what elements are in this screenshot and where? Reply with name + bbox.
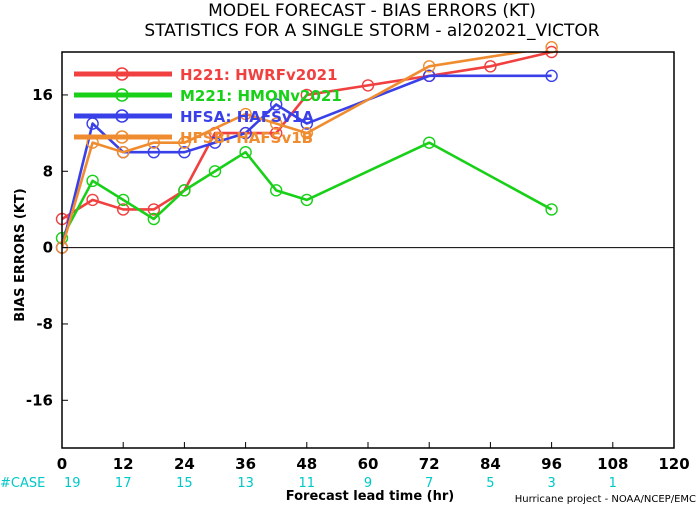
data-point — [116, 193, 130, 207]
x-tick-label: 120 — [658, 455, 689, 473]
x-tick-label: 48 — [296, 455, 317, 473]
data-point — [484, 60, 497, 73]
data-point — [270, 184, 283, 197]
legend-label: HFSB: HAFSv1B — [180, 129, 313, 147]
case-count: 19 — [64, 476, 81, 491]
case-row-label: #CASE — [0, 476, 45, 491]
legend-marker — [115, 130, 129, 144]
data-point — [545, 203, 558, 216]
data-point — [239, 145, 252, 159]
legend-entry-3: HFSA: HAFSv1A — [74, 108, 314, 126]
data-point — [208, 165, 222, 178]
data-point — [300, 88, 313, 102]
axis-ticks: 0 12 24 36 48 60 72 84 96 108 120 -16 -8 0 8 16 — [26, 86, 690, 473]
legend-entry-4: HFSB: HAFSv1B — [74, 129, 313, 147]
data-point — [208, 136, 222, 149]
legend: H221: HWRFv2021 M221: HMONv2021 HFSA: HAFS… — [74, 66, 342, 147]
legend-marker — [115, 109, 129, 123]
y-tick-label: 0 — [43, 239, 53, 257]
data-point — [147, 203, 161, 216]
series-line — [62, 74, 552, 248]
credit-text: Hurricane project - NOAA/NCEP/EMC — [515, 494, 696, 505]
data-point — [147, 212, 161, 226]
data-point — [300, 117, 313, 130]
data-point — [116, 203, 130, 216]
case-count: 3 — [547, 476, 555, 491]
legend-label: H221: HWRFv2021 — [180, 66, 338, 84]
series-layer — [55, 41, 558, 254]
x-tick-label: 108 — [597, 455, 628, 473]
data-point — [178, 136, 191, 149]
chart-title-line2: STATISTICS FOR A SINGLE STORM - al202021… — [144, 21, 599, 41]
case-count: 15 — [176, 476, 193, 491]
y-tick-label: -8 — [36, 315, 53, 333]
data-point — [147, 145, 161, 159]
data-point — [423, 60, 436, 73]
y-tick-label: -16 — [26, 391, 53, 409]
x-tick-label: 60 — [358, 455, 379, 473]
data-point — [239, 126, 252, 140]
data-point — [545, 69, 558, 83]
legend-marker — [115, 88, 129, 102]
data-point — [86, 193, 99, 207]
case-count: 1 — [609, 476, 617, 491]
data-point — [86, 174, 99, 188]
x-tick-label: 24 — [174, 455, 195, 473]
case-count: 11 — [299, 476, 316, 491]
x-tick-label: 72 — [419, 455, 440, 473]
data-point — [423, 69, 436, 83]
data-point — [361, 79, 375, 92]
legend-marker — [115, 67, 129, 81]
case-count: 17 — [115, 476, 132, 491]
data-point — [178, 184, 191, 197]
legend-entry-1: H221: HWRFv2021 — [74, 66, 338, 84]
y-tick-label: 8 — [43, 162, 53, 180]
legend-label: M221: HMONv2021 — [180, 87, 342, 105]
series-line — [62, 141, 553, 239]
chart-title-line1: MODEL FORECAST - BIAS ERRORS (KT) — [208, 1, 536, 21]
series-line — [62, 52, 530, 248]
y-axis-label: BIAS ERRORS (KT) — [13, 188, 28, 321]
case-count-row: #CASE 19 17 15 13 11 9 7 5 3 1 — [0, 476, 617, 491]
series-2 — [55, 136, 558, 245]
y-tick-label: 16 — [32, 86, 53, 104]
case-count: 5 — [486, 476, 494, 491]
x-tick-label: 96 — [541, 455, 562, 473]
data-point — [270, 117, 283, 130]
data-point — [178, 145, 191, 159]
case-count: 7 — [425, 476, 433, 491]
data-point — [423, 136, 436, 149]
x-axis-label: Forecast lead time (hr) — [286, 489, 454, 504]
data-point — [270, 126, 283, 140]
case-count: 9 — [364, 476, 372, 491]
case-count: 13 — [237, 476, 254, 491]
legend-entry-2: M221: HMONv2021 — [74, 87, 342, 105]
data-point — [300, 193, 313, 207]
x-tick-label: 84 — [480, 455, 501, 473]
x-tick-label: 12 — [113, 455, 134, 473]
x-tick-label: 0 — [57, 455, 67, 473]
data-point — [116, 145, 130, 159]
data-point — [300, 126, 313, 140]
data-point — [239, 107, 252, 121]
x-tick-label: 36 — [235, 455, 256, 473]
legend-label: HFSA: HAFSv1A — [180, 108, 314, 126]
plot-frame — [61, 51, 675, 449]
data-point — [270, 98, 283, 111]
